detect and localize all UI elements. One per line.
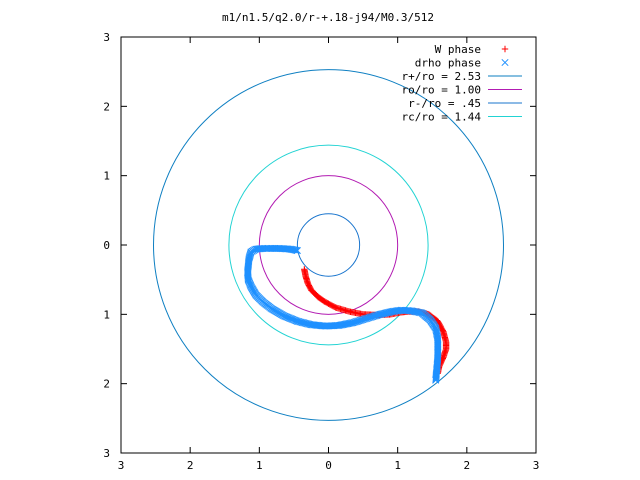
x-tick-label: 1 [256,459,263,472]
legend-label-2: r+/ro = 2.53 [402,70,481,83]
legend-label-1: drho phase [415,57,481,70]
data-series [244,244,450,384]
reference-circle-0 [153,69,504,421]
legend-label-3: ro/ro = 1.00 [402,84,481,97]
reference-circle-3 [228,144,429,346]
series-1 [244,244,442,384]
legend-label-5: rc/ro = 1.44 [402,111,482,124]
y-tick-label: 2 [103,100,110,113]
y-tick-label: 2 [103,378,110,391]
series-1-point [432,374,440,382]
x-tick-label: 2 [464,459,471,472]
series-1-point [432,376,440,384]
legend-marker-0 [501,45,509,53]
reference-circle-1 [258,175,399,315]
x-tick-label: 2 [187,459,194,472]
reference-circle-2 [296,213,361,277]
x-tick-label: 1 [394,459,401,472]
y-tick-label: 0 [103,239,110,252]
y-tick-label: 1 [103,170,110,183]
legend-label-4: r-/ro = .45 [408,97,481,110]
legend-label-0: W phase [435,43,481,56]
x-tick-label: 0 [325,459,332,472]
series-1-point [253,245,261,253]
x-tick-label: 3 [533,459,540,472]
x-tick-label: 3 [118,459,125,472]
reference-circles [153,69,504,421]
y-tick-label: 3 [103,447,110,460]
y-tick-label: 3 [103,31,110,44]
series-1-point [432,375,440,383]
legend-marker-1 [501,58,509,67]
chart-title: m1/n1.5/q2.0/r-+.18-j94/M0.3/512 [222,11,434,24]
y-tick-label: 1 [103,308,110,321]
